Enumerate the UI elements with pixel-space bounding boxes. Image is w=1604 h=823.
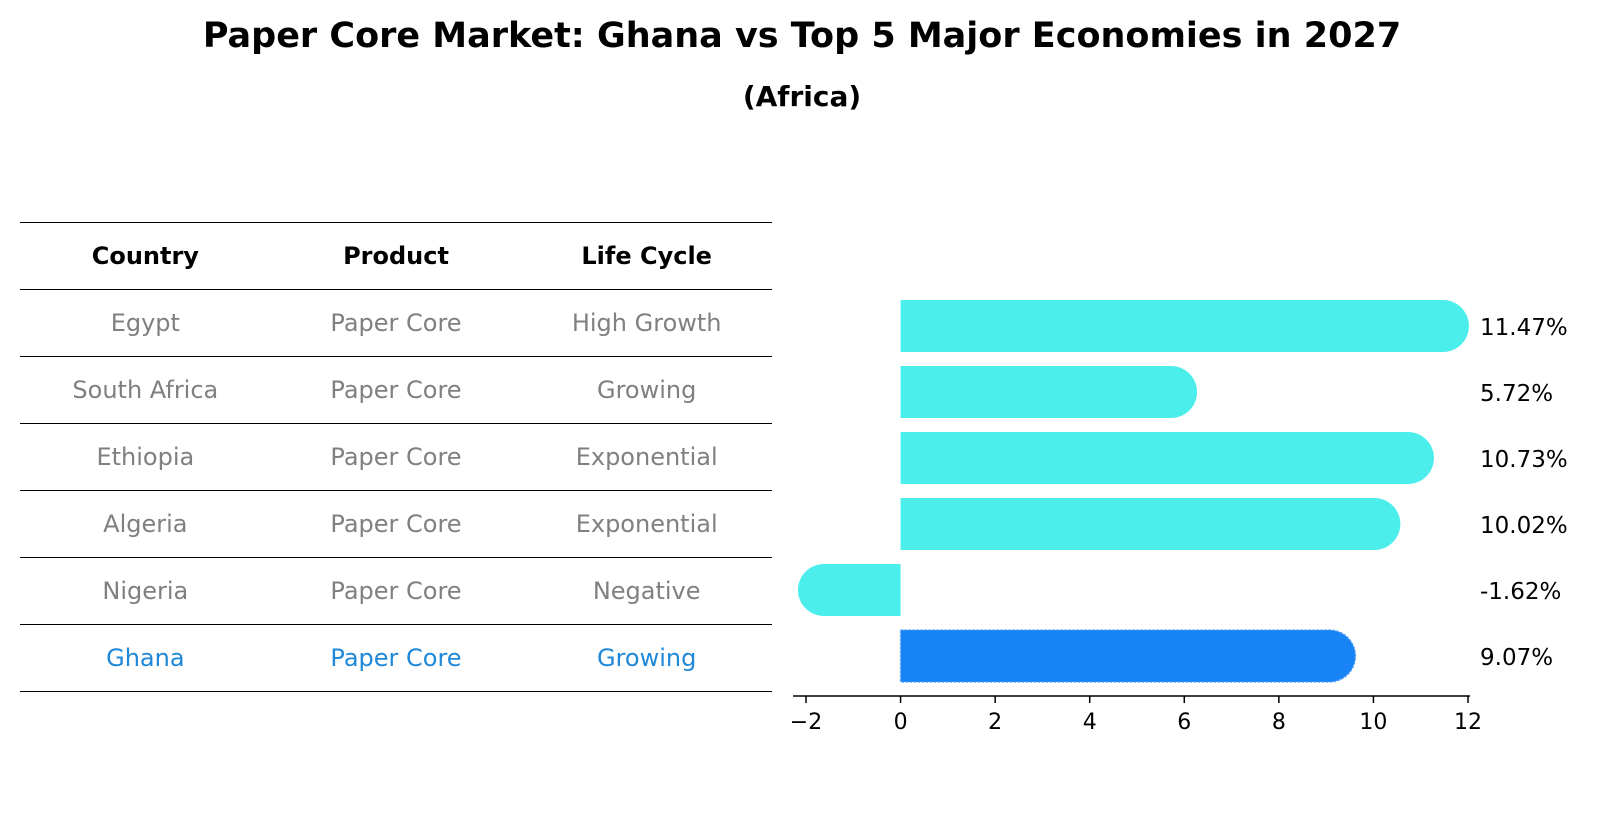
x-tick-label-4: 6 [1177, 710, 1191, 735]
table-row-south-africa: South Africa Paper Core Growing [20, 357, 772, 424]
cell-life-cycle: High Growth [571, 309, 722, 337]
header-country: Country [91, 242, 199, 270]
table-row-egypt: Egypt Paper Core High Growth [20, 290, 772, 357]
header-product: Product [343, 242, 449, 270]
bar-ethiopia [900, 432, 1434, 484]
cell-country: Algeria [103, 510, 188, 538]
cell-life-cycle: Growing [596, 644, 697, 672]
table-row-ghana: Ghana Paper Core Growing [20, 625, 772, 692]
bar-algeria [900, 498, 1401, 550]
cell-product: Paper Core [330, 309, 462, 337]
x-tick-label-2: 2 [988, 710, 1002, 735]
cell-country: South Africa [72, 376, 219, 404]
cell-life-cycle: Growing [596, 376, 697, 404]
value-label-ethiopia: 10.73% [1480, 447, 1568, 473]
value-label-nigeria: -1.62% [1480, 579, 1561, 605]
cell-product: Paper Core [330, 577, 462, 605]
cell-life-cycle: Negative [592, 577, 701, 605]
chart-subtitle: (Africa) [742, 80, 862, 113]
country-table: Country Product Life Cycle Egypt Paper C… [20, 222, 772, 692]
value-label-south-africa: 5.72% [1480, 381, 1553, 407]
cell-life-cycle: Exponential [575, 510, 718, 538]
bar-ghana [899, 629, 1357, 683]
table-row-algeria: Algeria Paper Core Exponential [20, 491, 772, 558]
cell-life-cycle: Exponential [575, 443, 718, 471]
bar-nigeria [797, 564, 901, 616]
cell-product: Paper Core [330, 443, 462, 471]
table-header-row: Country Product Life Cycle [20, 222, 772, 290]
table-row-ethiopia: Ethiopia Paper Core Exponential [20, 424, 772, 491]
table-row-nigeria: Nigeria Paper Core Negative [20, 558, 772, 625]
cell-product: Paper Core [330, 376, 462, 404]
bar-south-africa [900, 366, 1198, 418]
x-tick-label-0: −2 [790, 710, 822, 735]
cell-country: Egypt [110, 309, 180, 337]
cell-country: Ghana [106, 644, 185, 672]
x-tick-label-3: 4 [1083, 710, 1097, 735]
bar-egypt [900, 300, 1469, 352]
chart-title: Paper Core Market: Ghana vs Top 5 Major … [202, 16, 1402, 56]
value-label-egypt: 11.47% [1480, 315, 1568, 341]
cell-country: Nigeria [102, 577, 189, 605]
cell-product: Paper Core [330, 510, 462, 538]
value-label-algeria: 10.02% [1480, 513, 1568, 539]
x-tick-label-5: 8 [1272, 710, 1286, 735]
cell-product: Paper Core [330, 644, 462, 672]
value-label-ghana: 9.07% [1480, 645, 1553, 671]
x-tick-label-6: 10 [1359, 710, 1387, 735]
x-tick-label-7: 12 [1454, 710, 1482, 735]
header-life-cycle: Life Cycle [581, 242, 712, 270]
x-tick-label-1: 0 [894, 710, 908, 735]
cell-country: Ethiopia [96, 443, 195, 471]
